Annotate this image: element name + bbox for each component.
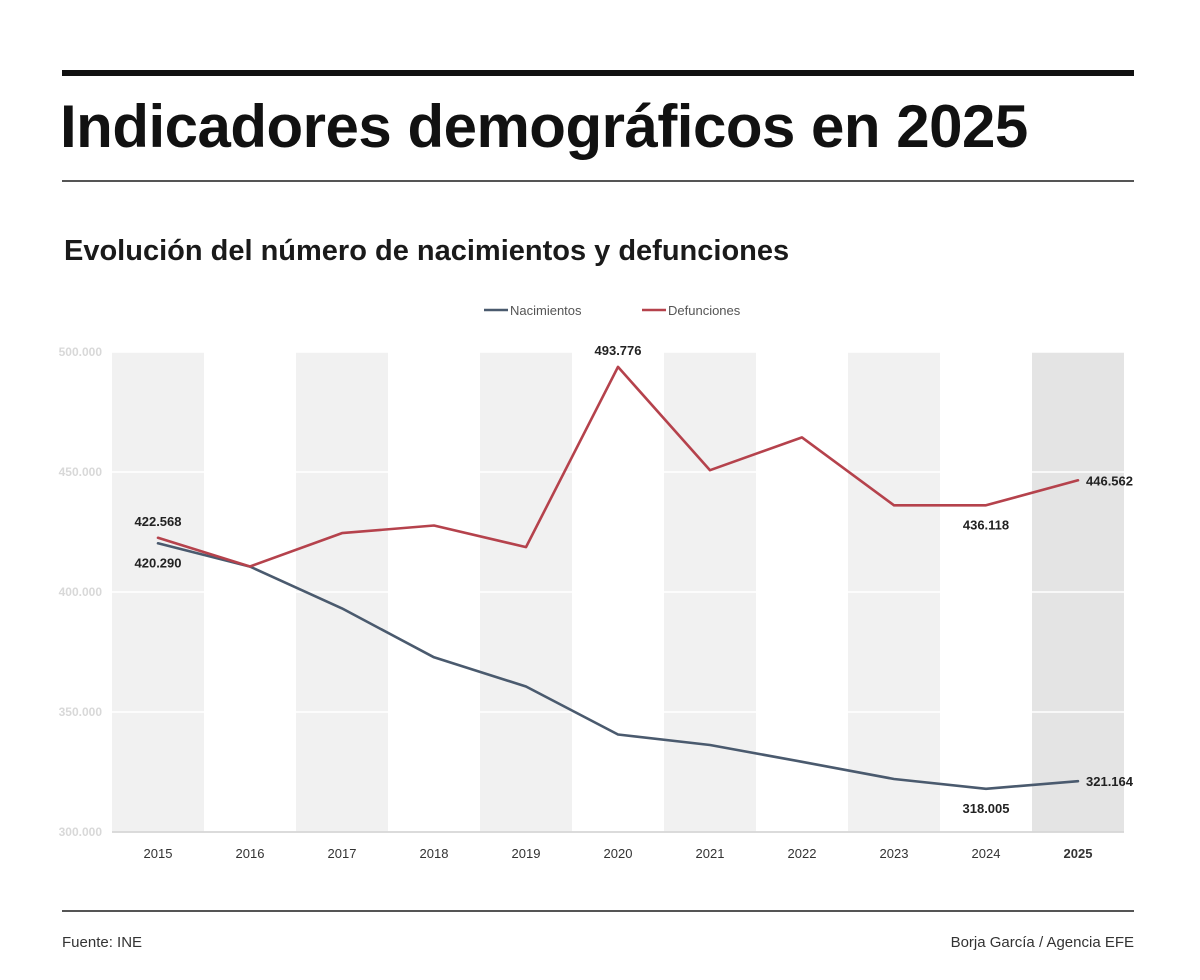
page-title: Indicadores demográficos en 2025 — [60, 93, 1028, 160]
x-tick-label: 2017 — [328, 846, 357, 861]
data-label: 318.005 — [963, 801, 1010, 816]
series-line-defunciones — [156, 365, 1080, 568]
legend: Nacimientos Defunciones — [484, 303, 741, 318]
x-tick-label: 2025 — [1064, 846, 1093, 861]
gridlines — [112, 351, 1124, 833]
y-tick-label: 450.000 — [59, 465, 103, 479]
y-tick-label: 350.000 — [59, 705, 103, 719]
y-tick-label: 500.000 — [59, 345, 103, 359]
x-tick-label: 2019 — [512, 846, 541, 861]
chart-subtitle: Evolución del número de nacimientos y de… — [64, 235, 790, 267]
data-label: 422.568 — [135, 514, 182, 529]
data-labels: 422.568 420.290 493.776 436.118 446.562 318.0… — [135, 343, 1134, 816]
x-tick-label: 2020 — [604, 846, 633, 861]
x-tick-label: 2024 — [972, 846, 1001, 861]
x-tick-label: 2022 — [788, 846, 817, 861]
y-tick-label: 400.000 — [59, 585, 103, 599]
data-label: 493.776 — [595, 343, 642, 358]
series-line-nacimientos — [156, 541, 1080, 791]
x-axis-ticks: 2015 2016 2017 2018 2019 2020 2021 2022 2023 2024… — [144, 846, 1093, 861]
data-label: 420.290 — [135, 555, 182, 570]
title-rule — [62, 180, 1134, 182]
x-tick-label: 2023 — [880, 846, 909, 861]
legend-label: Defunciones — [668, 303, 741, 318]
x-tick-label: 2016 — [236, 846, 265, 861]
data-label: 436.118 — [963, 517, 1009, 532]
x-tick-label: 2015 — [144, 846, 173, 861]
bottom-rule — [62, 910, 1134, 912]
y-axis-ticks: 300.000 350.000 400.000 450.000 500.000 — [59, 345, 103, 839]
legend-label: Nacimientos — [510, 303, 582, 318]
data-label: 446.562 — [1086, 473, 1133, 488]
source-note: Fuente: INE — [62, 934, 143, 951]
credit-note: Borja García / Agencia EFE — [950, 934, 1134, 951]
y-tick-label: 300.000 — [59, 825, 103, 839]
series-lines — [156, 365, 1080, 791]
top-rule — [62, 70, 1134, 76]
x-tick-label: 2021 — [696, 846, 725, 861]
data-label: 321.164 — [1086, 774, 1134, 789]
x-tick-label: 2018 — [420, 846, 449, 861]
